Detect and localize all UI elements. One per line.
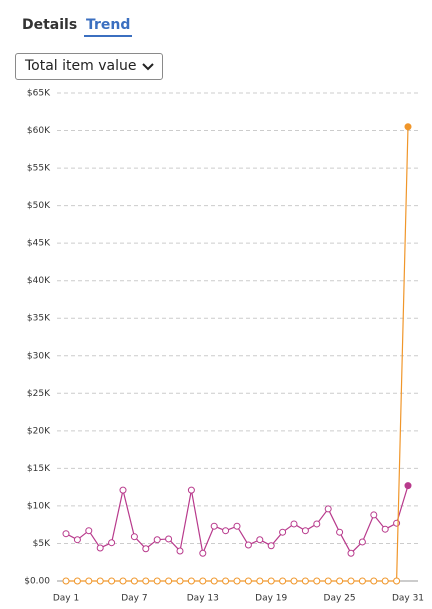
y-tick-label: $40K <box>27 276 51 286</box>
data-point <box>210 577 218 585</box>
data-point <box>381 525 389 533</box>
data-point <box>142 577 150 585</box>
tab-details[interactable]: Details <box>22 17 78 33</box>
data-point <box>336 577 344 585</box>
data-point <box>96 577 104 585</box>
y-tick-label: $25K <box>27 389 51 399</box>
data-point <box>222 577 230 585</box>
data-point <box>370 511 378 519</box>
series-line <box>66 126 409 582</box>
y-tick-label: $65K <box>27 89 51 99</box>
data-point <box>256 577 264 585</box>
data-point <box>267 577 275 585</box>
data-point <box>108 539 116 547</box>
data-point <box>336 528 344 536</box>
data-point <box>404 123 412 131</box>
data-point <box>210 522 218 530</box>
data-point <box>290 520 298 528</box>
data-point <box>233 522 241 530</box>
data-point <box>119 486 127 494</box>
data-point <box>279 577 287 585</box>
x-tick-label: Day 13 <box>187 594 219 604</box>
data-point <box>119 577 127 585</box>
data-point <box>153 577 161 585</box>
data-point <box>381 577 389 585</box>
data-point <box>347 549 355 557</box>
y-tick-label: $55K <box>27 164 51 174</box>
data-point <box>62 577 70 585</box>
data-point <box>301 527 309 535</box>
data-point <box>153 536 161 544</box>
data-point <box>358 538 366 546</box>
data-point <box>358 577 366 585</box>
y-tick-label: $50K <box>27 201 51 211</box>
y-tick-label: $45K <box>27 239 51 249</box>
y-tick-label: $5K <box>33 539 51 549</box>
y-tick-label: $20K <box>27 426 51 436</box>
data-point <box>301 577 309 585</box>
data-point <box>233 577 241 585</box>
data-point <box>73 577 81 585</box>
data-point <box>187 577 195 585</box>
data-point <box>85 577 93 585</box>
data-point <box>108 577 116 585</box>
data-point <box>142 545 150 553</box>
data-point <box>256 536 264 544</box>
y-tick-label: $15K <box>27 464 51 474</box>
data-point <box>393 519 401 527</box>
x-tick-label: Day 25 <box>324 594 356 604</box>
data-point <box>313 520 321 528</box>
tab-trend[interactable]: Trend <box>84 17 133 37</box>
data-point <box>222 527 230 535</box>
data-point <box>313 577 321 585</box>
data-point <box>324 505 332 513</box>
data-point <box>279 528 287 536</box>
dropdown-label: Total item value <box>25 58 137 74</box>
x-tick-label: Day 7 <box>121 594 147 604</box>
series-line <box>65 485 409 556</box>
data-point <box>393 577 401 585</box>
data-point <box>290 577 298 585</box>
y-tick-label: $60K <box>27 126 51 136</box>
y-tick-label: $10K <box>27 501 51 511</box>
y-tick-label: $35K <box>27 314 51 324</box>
data-point <box>244 577 252 585</box>
data-point <box>176 577 184 585</box>
data-point <box>62 530 70 538</box>
data-point <box>199 549 207 557</box>
data-point <box>370 577 378 585</box>
data-point <box>347 577 355 585</box>
data-point <box>404 482 412 490</box>
chevron <box>142 63 154 71</box>
x-tick-label: Day 1 <box>53 594 79 604</box>
data-point <box>130 533 138 541</box>
data-point <box>244 541 252 549</box>
data-point <box>96 544 104 552</box>
x-tick-label: Day 31 <box>392 594 424 604</box>
y-tick-label: $0.00 <box>24 577 50 587</box>
data-point <box>85 527 93 535</box>
data-point <box>267 542 275 550</box>
data-point <box>324 577 332 585</box>
x-tick-label: Day 19 <box>255 594 287 604</box>
dropdown[interactable]: Total item value <box>15 53 163 80</box>
data-point <box>176 547 184 555</box>
data-point <box>165 535 173 543</box>
y-tick-label: $30K <box>27 351 51 361</box>
data-point <box>73 536 81 544</box>
data-point <box>199 577 207 585</box>
data-point <box>165 577 173 585</box>
data-point <box>130 577 138 585</box>
data-point <box>187 486 195 494</box>
